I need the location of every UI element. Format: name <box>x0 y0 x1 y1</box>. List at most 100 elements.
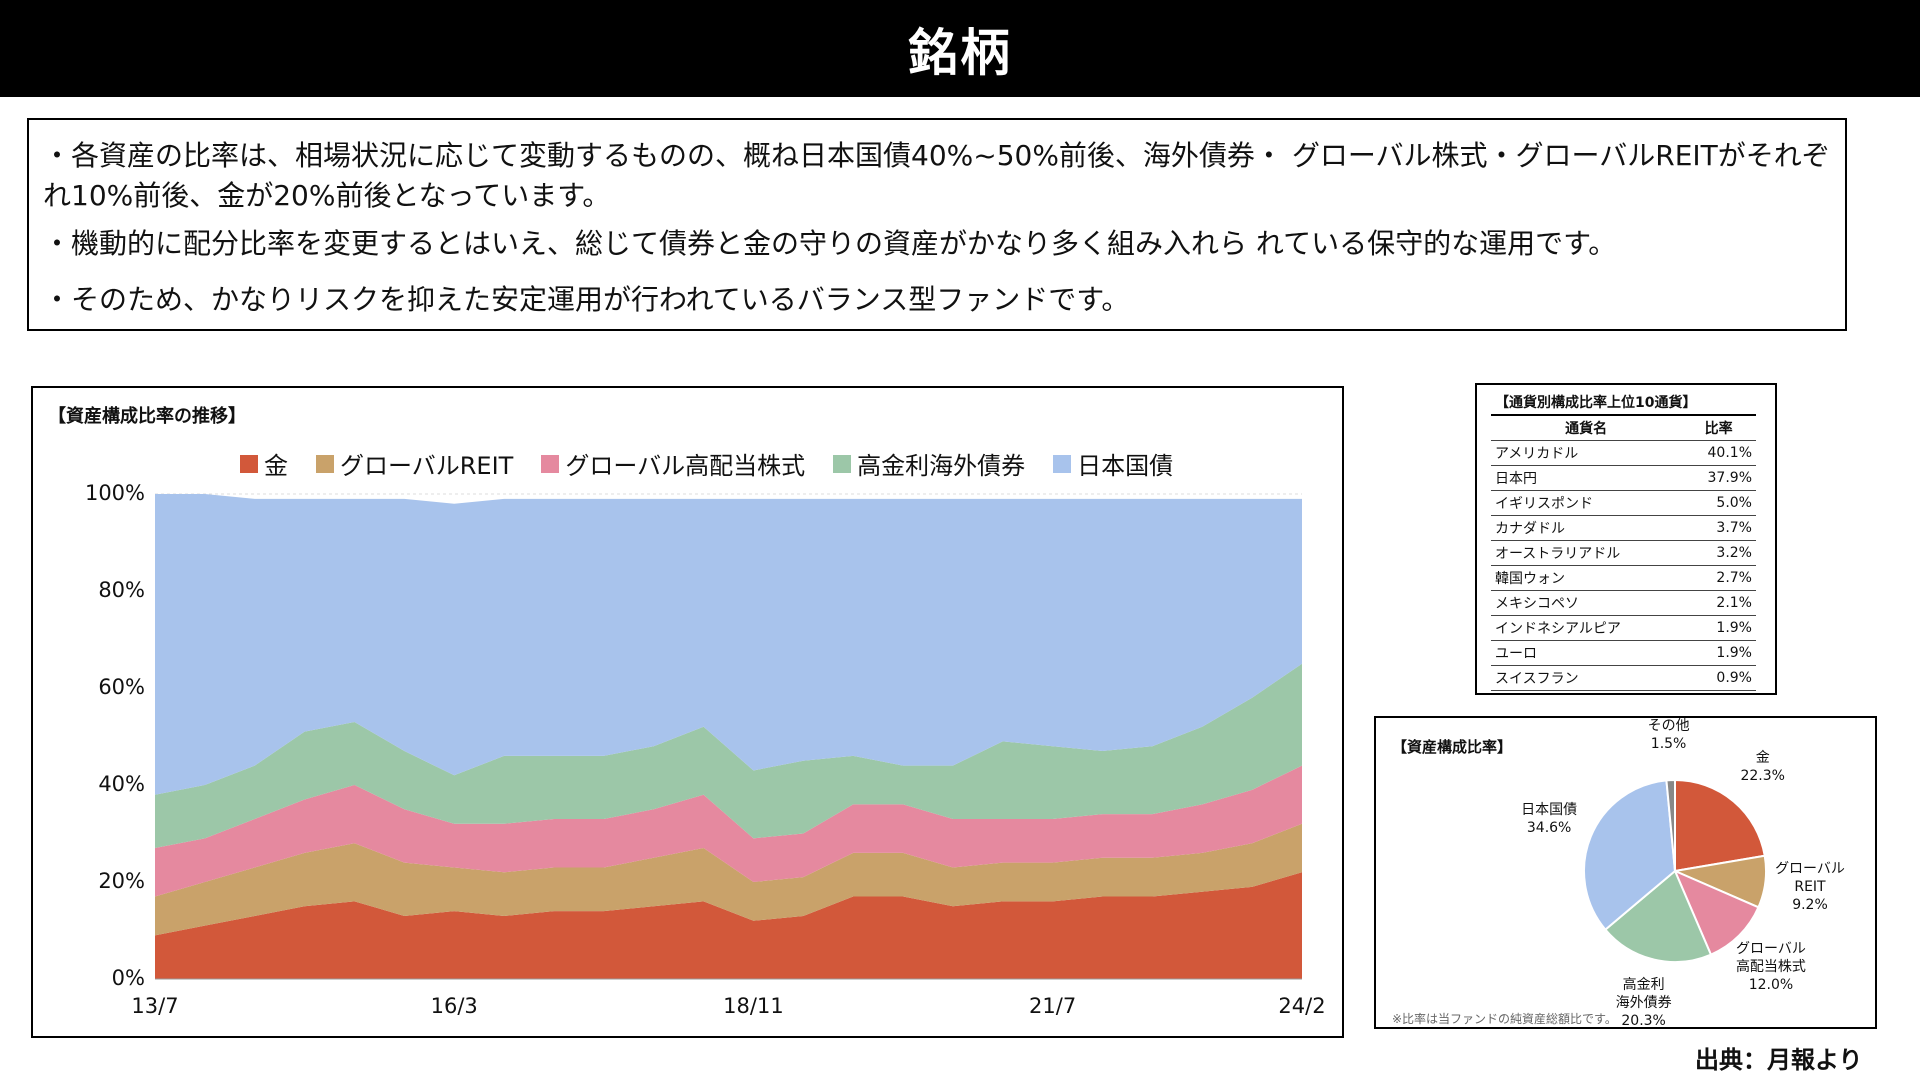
currency-table-header: 通貨名 <box>1491 415 1682 441</box>
pie-label-line: 高金利 <box>1622 977 1665 994</box>
legend-item: グローバル高配当株式 <box>541 446 805 481</box>
y-tick-label: 100% <box>84 481 145 505</box>
pie-slice <box>1583 779 1677 932</box>
pie-label: 高金利 海外債券 20.3% <box>1589 976 1699 1030</box>
pie-label: グローバル REIT 9.2% <box>1755 860 1865 914</box>
legend-label: 高金利海外債券 <box>857 452 1026 480</box>
summary-line: ・機動的に配分比率を変更するとはいえ、総じて債券と金の守りの資産がかなり多く組み… <box>43 227 1617 260</box>
legend-label: グローバル高配当株式 <box>565 452 806 480</box>
currency-name: オーストラリアドル <box>1491 540 1682 566</box>
pie-label: 金 22.3% <box>1708 749 1818 785</box>
legend-item: 日本国債 <box>1053 446 1173 481</box>
currency-name: イギリスポンド <box>1491 490 1682 516</box>
pie-label-line: グローバル <box>1775 861 1845 878</box>
pie-chart-title: 【資産構成比率】 <box>1392 738 1513 756</box>
summary-line: ・各資産の比率は、相場状況に応じて変動するものの、概ね日本国債40%~50%前後… <box>43 139 1830 212</box>
currency-ratio: 5.0% <box>1681 490 1756 516</box>
x-tick-label: 21/7 <box>1029 994 1077 1018</box>
pie-label-line: 9.2% <box>1792 897 1828 914</box>
legend-label: グローバルREIT <box>340 452 514 480</box>
pie-label-line: 金 <box>1755 750 1770 767</box>
legend-swatch <box>541 454 560 473</box>
currency-ratio: 40.1% <box>1681 440 1756 466</box>
legend-label: 日本国債 <box>1077 452 1174 480</box>
pie-label: グローバル 高配当株式 12.0% <box>1716 940 1826 994</box>
legend-label: 金 <box>264 452 288 480</box>
currency-name: スイスフラン <box>1491 665 1682 691</box>
pie-label: 日本国債 34.6% <box>1494 801 1604 837</box>
currency-ratio: 2.7% <box>1681 565 1756 591</box>
pie-label-line: 日本国債 <box>1521 802 1578 819</box>
currency-table-header: 比率 <box>1681 415 1756 441</box>
table-row: オーストラリアドル 3.2% <box>1491 540 1756 566</box>
currency-name: 韓国ウォン <box>1491 565 1682 591</box>
area-chart-title: 【資産構成比率の推移】 <box>48 406 246 427</box>
legend-swatch <box>833 454 852 473</box>
area-series-3 <box>155 663 1302 849</box>
legend-item: グローバルREIT <box>316 446 513 481</box>
pie-slice <box>1674 778 1766 873</box>
legend-item: 金 <box>240 446 288 481</box>
currency-ratio: 3.7% <box>1681 515 1756 541</box>
pie-label-line: 海外債券 <box>1615 995 1672 1012</box>
area-series-4 <box>155 494 1302 795</box>
currency-name: カナダドル <box>1491 515 1682 541</box>
y-tick-label: 20% <box>98 869 145 893</box>
legend-swatch <box>240 454 258 473</box>
currency-name: ユーロ <box>1491 640 1682 666</box>
currency-name: インドネシアルピア <box>1491 615 1682 641</box>
pie-label-line: グローバル <box>1736 941 1806 958</box>
area-series-0 <box>155 872 1302 979</box>
currency-ratio: 2.1% <box>1681 590 1756 616</box>
page-title: 銘柄 <box>908 23 1012 82</box>
area-series-1 <box>155 823 1302 936</box>
area-series-2 <box>155 765 1302 897</box>
table-row: スイスフラン 0.9% <box>1491 665 1756 691</box>
table-row: メキシコペソ 2.1% <box>1491 590 1756 616</box>
pie-label-line: 高配当株式 <box>1735 959 1806 976</box>
currency-ratio: 1.9% <box>1681 615 1756 641</box>
area-chart-legend: 金 グローバルREIT グローバル高配当株式 高金利海外債券 日本国債 <box>240 446 1173 481</box>
source-text: 出典：月報より <box>1695 1046 1863 1074</box>
currency-name: 日本円 <box>1491 465 1682 491</box>
x-tick-label: 18/11 <box>723 994 784 1018</box>
currency-table-title: 【通貨別構成比率上位10通貨】 <box>1491 390 1756 416</box>
x-tick-label: 13/7 <box>131 994 179 1018</box>
table-row: アメリカドル 40.1% <box>1491 440 1756 466</box>
currency-name: アメリカドル <box>1491 440 1682 466</box>
pie-label-line: 20.3% <box>1621 1013 1666 1030</box>
pie-slice <box>1673 869 1760 956</box>
currency-ratio: 0.9% <box>1681 665 1756 691</box>
table-row: インドネシアルピア 1.9% <box>1491 615 1756 641</box>
currency-table: 【通貨別構成比率上位10通貨】 通貨名 比率 アメリカドル 40.1% 日本円 37.… <box>1491 390 1756 691</box>
currency-ratio: 1.9% <box>1681 640 1756 666</box>
summary-line: ・そのため、かなりリスクを抑えた安定運用が行われているバランス型ファンドです。 <box>43 283 1130 316</box>
pie-label-line: 22.3% <box>1740 768 1785 785</box>
pie-label-line: REIT <box>1794 879 1826 896</box>
pie-slice <box>1603 869 1713 963</box>
pie-slice <box>1665 778 1676 872</box>
table-row: 韓国ウォン 2.7% <box>1491 565 1756 591</box>
currency-ratio: 37.9% <box>1681 465 1756 491</box>
pie-label-line: 12.0% <box>1748 977 1794 994</box>
pie-label: その他 1.5% <box>1614 717 1724 753</box>
y-tick-label: 0% <box>111 966 145 990</box>
pie-label-line: 34.6% <box>1526 820 1572 837</box>
legend-item: 高金利海外債券 <box>833 446 1025 481</box>
x-tick-label: 16/3 <box>430 994 478 1018</box>
legend-swatch <box>1053 454 1072 473</box>
table-row: カナダドル 3.7% <box>1491 515 1756 541</box>
table-row: ユーロ 1.9% <box>1491 640 1756 666</box>
summary-box: ・各資産の比率は、相場状況に応じて変動するものの、概ね日本国債40%~50%前後… <box>27 118 1847 331</box>
legend-swatch <box>316 454 334 473</box>
pie-note: ※比率は当ファンドの純資産総額比です。 <box>1392 1012 1617 1026</box>
table-row: 日本円 37.9% <box>1491 465 1756 491</box>
pie-label-line: 1.5% <box>1650 736 1687 753</box>
y-tick-label: 60% <box>98 675 145 699</box>
currency-name: メキシコペソ <box>1491 590 1682 616</box>
y-tick-label: 80% <box>98 578 145 602</box>
currency-ratio: 3.2% <box>1681 540 1756 566</box>
x-tick-label: 24/2 <box>1278 994 1326 1018</box>
